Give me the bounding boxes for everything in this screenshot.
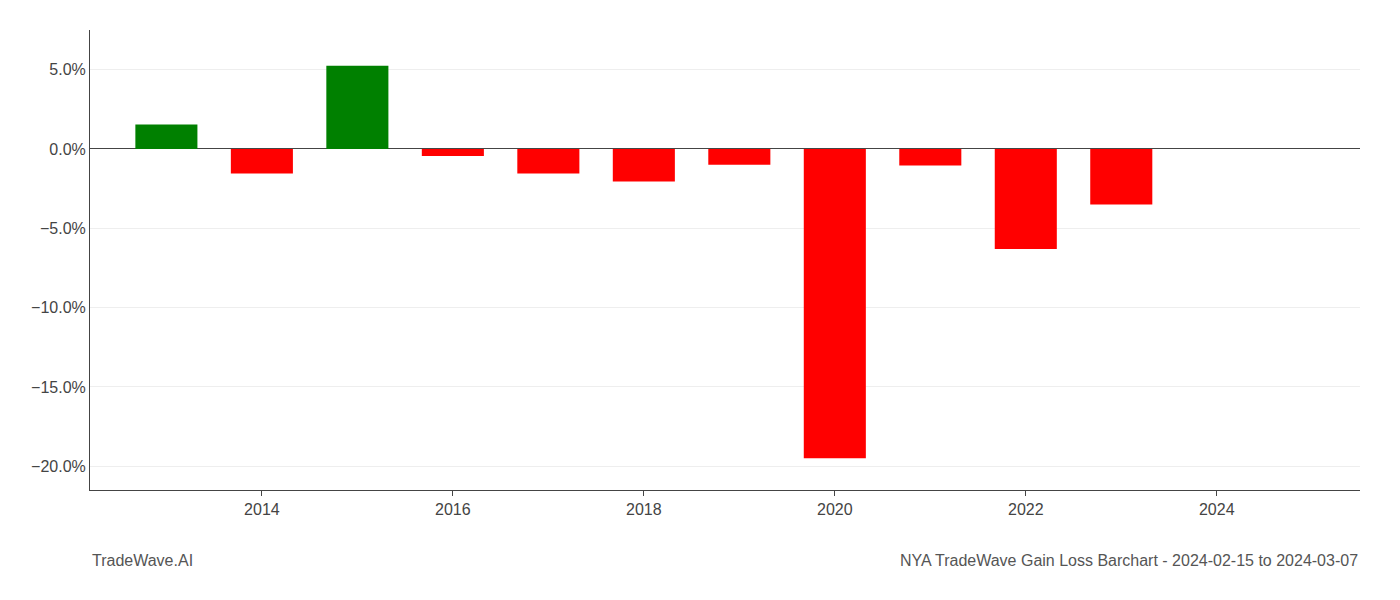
svg-text:2024: 2024 xyxy=(1199,501,1235,518)
svg-text:−20.0%: −20.0% xyxy=(31,458,86,475)
svg-text:5.0%: 5.0% xyxy=(49,61,85,78)
svg-text:−15.0%: −15.0% xyxy=(31,379,86,396)
svg-text:−10.0%: −10.0% xyxy=(31,299,86,316)
svg-text:0.0%: 0.0% xyxy=(49,141,85,158)
svg-text:2020: 2020 xyxy=(817,501,853,518)
svg-text:2014: 2014 xyxy=(244,501,280,518)
svg-text:2016: 2016 xyxy=(435,501,471,518)
svg-text:2022: 2022 xyxy=(1008,501,1044,518)
svg-text:TradeWave.AI: TradeWave.AI xyxy=(92,552,193,569)
svg-text:−5.0%: −5.0% xyxy=(40,220,86,237)
svg-text:NYA TradeWave Gain Loss Barcha: NYA TradeWave Gain Loss Barchart - 2024-… xyxy=(900,552,1358,569)
svg-text:2018: 2018 xyxy=(626,501,662,518)
